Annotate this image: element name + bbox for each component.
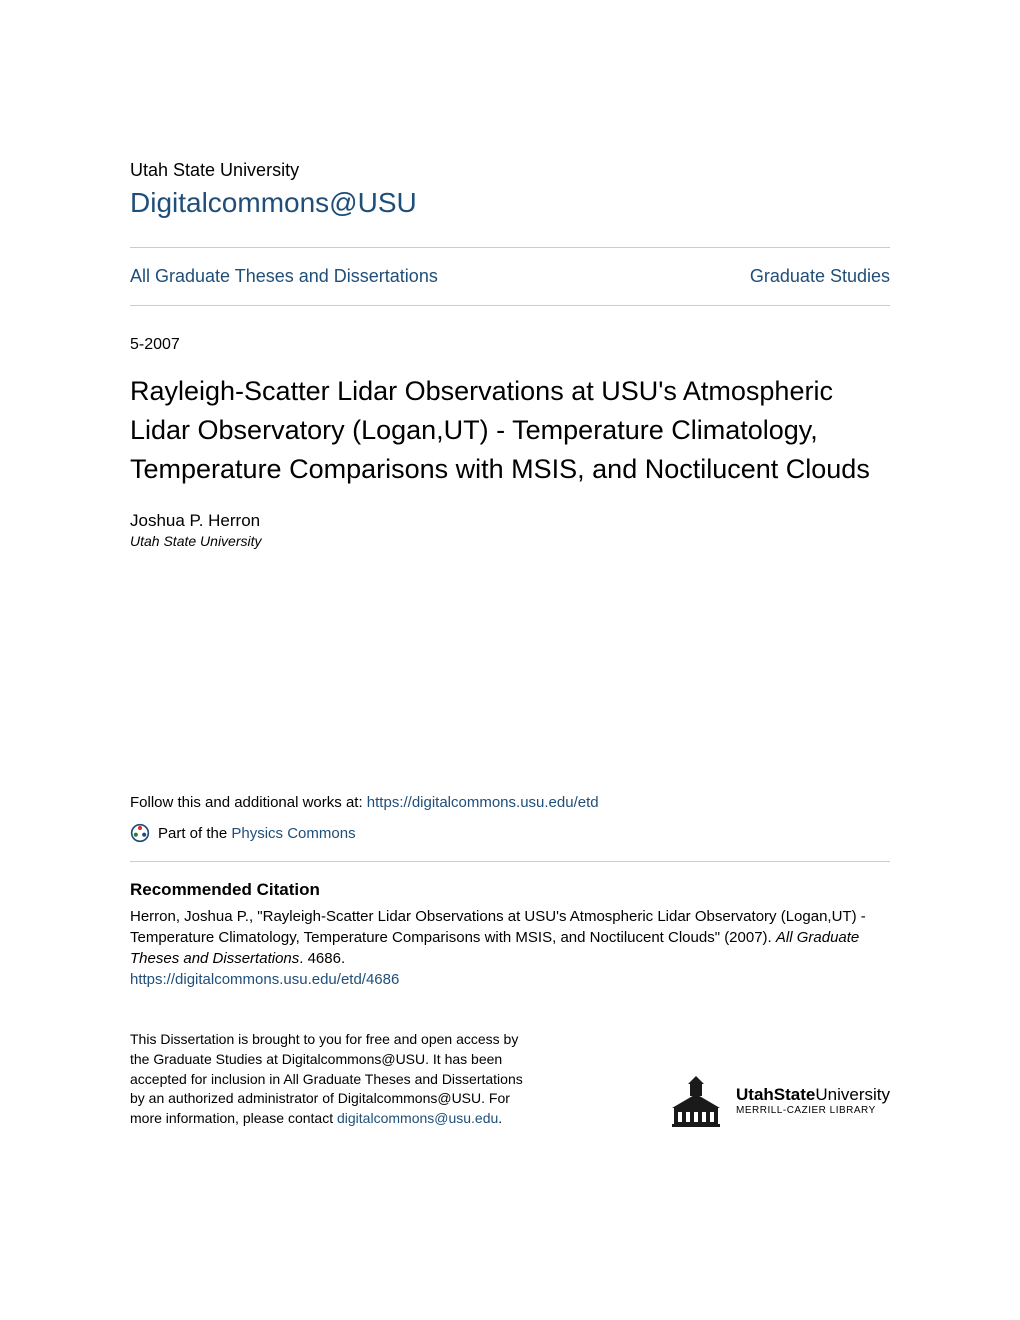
logo-university-name: UtahStateUniversity xyxy=(736,1085,890,1105)
repository-link[interactable]: Digitalcommons@USU xyxy=(130,187,890,219)
citation-url-link[interactable]: https://digitalcommons.usu.edu/etd/4686 xyxy=(130,971,890,988)
spacer xyxy=(130,549,890,794)
citation-heading: Recommended Citation xyxy=(130,880,890,900)
author-name: Joshua P. Herron xyxy=(130,511,890,531)
logo-library-name: MERRILL-CAZIER LIBRARY xyxy=(736,1105,890,1116)
logo-uni-bold: UtahState xyxy=(736,1085,815,1104)
building-icon xyxy=(666,1072,726,1128)
follow-prefix: Follow this and additional works at: xyxy=(130,794,367,811)
logo-text: UtahStateUniversity MERRILL-CAZIER LIBRA… xyxy=(736,1085,890,1116)
part-of-text: Part of the Physics Commons xyxy=(158,825,356,842)
part-of-row: Part of the Physics Commons xyxy=(130,823,890,843)
footer-row: This Dissertation is brought to you for … xyxy=(130,1030,890,1128)
divider-bottom xyxy=(130,305,890,306)
access-statement: This Dissertation is brought to you for … xyxy=(130,1030,530,1128)
logo-uni-light: University xyxy=(815,1085,890,1104)
citation-text: Herron, Joshua P., "Rayleigh-Scatter Lid… xyxy=(130,906,890,969)
publication-date: 5-2007 xyxy=(130,336,890,354)
nav-collection-link[interactable]: All Graduate Theses and Dissertations xyxy=(130,266,438,287)
citation-part2: . 4686. xyxy=(299,950,345,967)
document-title: Rayleigh-Scatter Lidar Observations at U… xyxy=(130,372,890,489)
citation-part1: Herron, Joshua P., "Rayleigh-Scatter Lid… xyxy=(130,908,866,946)
network-icon xyxy=(130,823,150,843)
part-of-prefix: Part of the xyxy=(158,825,231,842)
divider-citation xyxy=(130,861,890,862)
institution-name: Utah State University xyxy=(130,160,890,181)
access-text-2: . xyxy=(498,1110,502,1126)
nav-studies-link[interactable]: Graduate Studies xyxy=(750,266,890,287)
follow-url-link[interactable]: https://digitalcommons.usu.edu/etd xyxy=(367,794,599,811)
contact-email-link[interactable]: digitalcommons@usu.edu xyxy=(337,1110,498,1126)
follow-works: Follow this and additional works at: htt… xyxy=(130,794,890,811)
commons-link[interactable]: Physics Commons xyxy=(231,825,355,842)
usu-logo: UtahStateUniversity MERRILL-CAZIER LIBRA… xyxy=(666,1072,890,1128)
author-affiliation: Utah State University xyxy=(130,533,890,549)
breadcrumb-nav: All Graduate Theses and Dissertations Gr… xyxy=(130,248,890,305)
